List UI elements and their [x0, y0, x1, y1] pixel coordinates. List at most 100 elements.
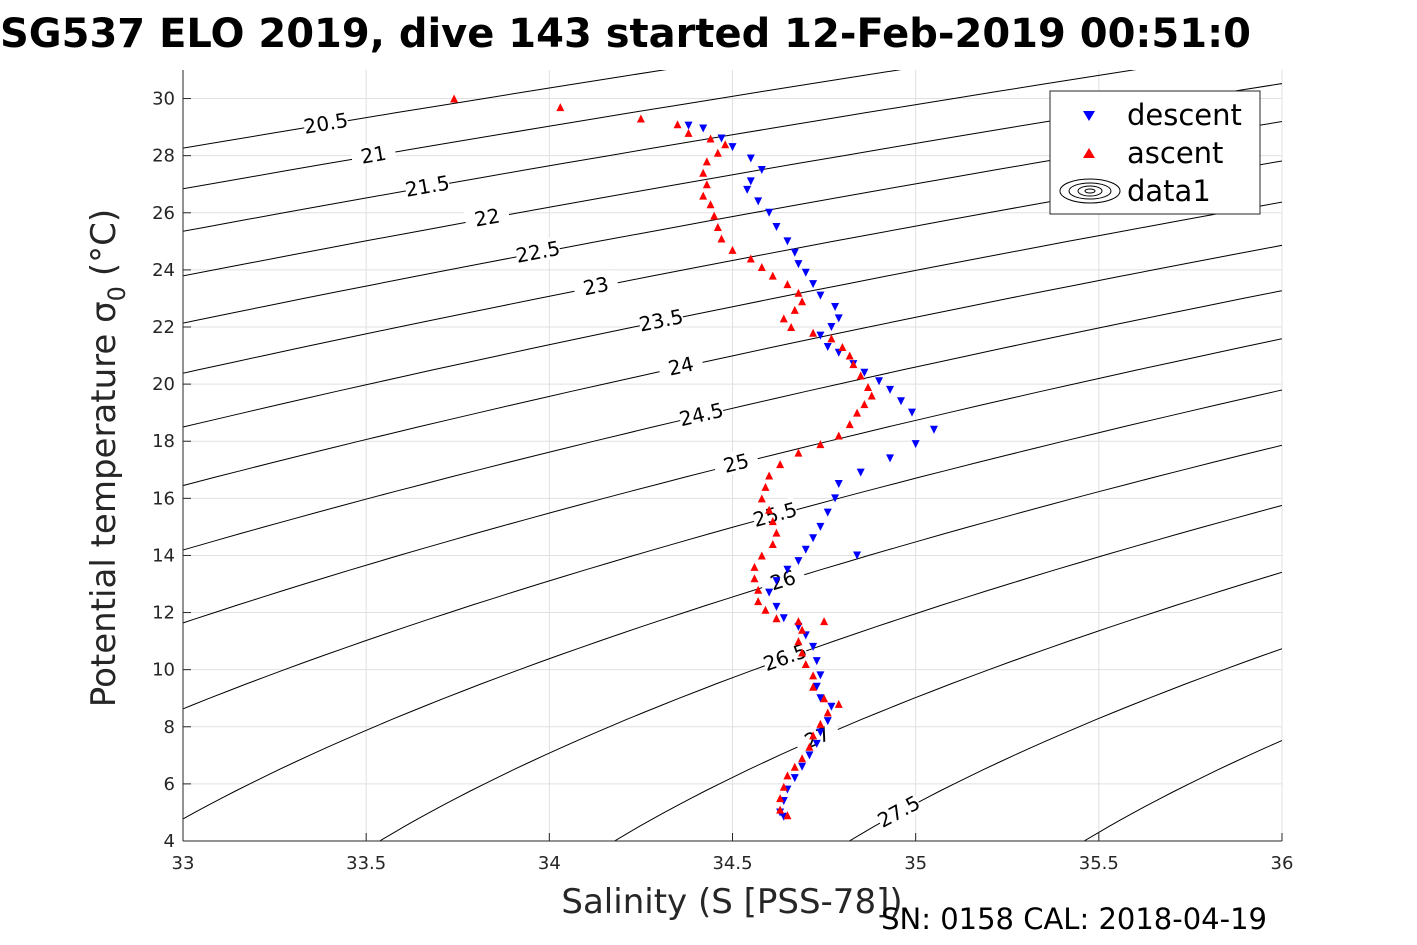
contour-label-bg [514, 235, 562, 266]
x-tick-label: 36 [1271, 853, 1294, 874]
ascent-point [783, 280, 792, 289]
contour-line [613, 571, 1282, 841]
y-tick-label: 30 [152, 89, 175, 110]
descent-point [801, 545, 810, 554]
ascent-point [845, 420, 854, 429]
descent-point [783, 237, 792, 246]
ascent-point [838, 342, 847, 351]
descent-point [812, 739, 821, 748]
descent-point [816, 728, 825, 737]
descent-point [717, 134, 726, 143]
ascent-point [556, 103, 565, 112]
contour-line [183, 70, 902, 190]
y-axis-label-group: Potential temperature σ0 (°C) [84, 209, 131, 707]
ascent-point [717, 234, 726, 243]
contour-label-bg [750, 497, 799, 530]
descent-point [853, 551, 862, 560]
ascent-point [710, 211, 719, 220]
descent-point [765, 208, 774, 217]
y-axis-label-unit: (°C) [84, 209, 124, 276]
descent-point [823, 717, 832, 726]
contour-label-group: 25 [711, 446, 760, 479]
ascent-point [820, 617, 829, 626]
ascent-point [827, 334, 836, 343]
descent-point [779, 614, 788, 623]
contour-line [183, 244, 1282, 487]
descent-point [743, 185, 752, 194]
y-tick-label: 14 [152, 545, 175, 566]
ascent-point [684, 128, 693, 137]
ascent-point [746, 254, 755, 263]
descent-point [790, 774, 799, 783]
ascent-point [794, 448, 803, 457]
descent-point [757, 165, 766, 174]
ascent-point [765, 471, 774, 480]
y-axis-label-main: Potential temperature σ [84, 301, 124, 707]
descent-point [860, 368, 869, 377]
descent-point [746, 177, 755, 186]
descent-point [812, 682, 821, 691]
descent-point [783, 565, 792, 574]
ascent-point [776, 805, 785, 814]
y-axis-label-sub: 0 [103, 286, 131, 301]
ascent-point [779, 782, 788, 791]
contour-label-bg [463, 201, 511, 232]
ascent-point [776, 460, 785, 469]
descent-point [812, 657, 821, 666]
ascent-point [809, 731, 818, 740]
descent-point [794, 260, 803, 269]
x-tick-label: 34.5 [712, 853, 752, 874]
ascent-point [750, 562, 759, 571]
y-tick-label: 4 [164, 831, 175, 852]
descent-point [834, 314, 843, 323]
contour-label-group: 23 [571, 269, 620, 300]
y-tick-label: 28 [152, 146, 175, 167]
contour-label: 24 [666, 352, 696, 381]
ascent-point [757, 494, 766, 503]
ascent-point [706, 200, 715, 209]
x-tick-label: 35 [904, 853, 927, 874]
descent-point [823, 508, 832, 517]
descent-point [816, 522, 825, 531]
x-tick-label: 34 [538, 853, 561, 874]
ascent-point [867, 391, 876, 400]
ascent-point [768, 271, 777, 280]
ascent-point [809, 671, 818, 680]
y-tick-label: 26 [152, 203, 175, 224]
ascent-point [798, 625, 807, 634]
descent-point [809, 280, 818, 289]
descent-point [886, 385, 895, 394]
descent-point [834, 480, 843, 489]
ascent-point [805, 742, 814, 751]
ascent-point [790, 762, 799, 771]
ascent-point [728, 245, 737, 254]
y-tick-label: 16 [152, 488, 175, 509]
y-axis-label: Potential temperature σ0 (°C) [84, 209, 131, 707]
ascent-point [754, 585, 763, 594]
descent-point [728, 143, 737, 152]
descent-point [816, 291, 825, 300]
ascent-point [823, 708, 832, 717]
ascent-point [860, 400, 869, 409]
ascent-point [834, 431, 843, 440]
ascent-point [699, 191, 708, 200]
ascent-point [772, 528, 781, 537]
contour-line [183, 444, 1282, 820]
descent-point [908, 408, 917, 417]
ascent-point [702, 180, 711, 189]
ascent-point [853, 408, 862, 417]
ascent-point [713, 223, 722, 232]
contour-label-group: 24 [656, 349, 705, 381]
descent-point [911, 440, 920, 449]
x-tick-label: 33 [172, 853, 195, 874]
legend: descent ascent data1 [1049, 90, 1261, 215]
contour-line [183, 83, 1282, 277]
y-tick-label: 18 [152, 431, 175, 452]
chart-title: SG537 ELO 2019, dive 143 started 12-Feb-… [0, 11, 1251, 57]
contour-label-bg [873, 790, 923, 831]
ascent-point [713, 148, 722, 157]
ascent-point [673, 120, 682, 129]
ascent-point [754, 597, 763, 606]
ascent-point [757, 551, 766, 560]
contour-label: 22 [472, 203, 501, 231]
